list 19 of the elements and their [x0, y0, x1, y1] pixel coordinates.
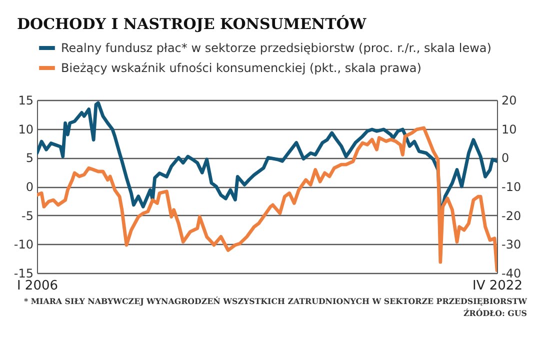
legend-label: Realny fundusz płac* w sektorze przedsiębiorstw (proc. r./r., skala lewa) [61, 41, 492, 55]
y-tick-label: -5 [22, 208, 34, 223]
x-tick-label: I 2006 [16, 278, 58, 294]
y2-tick-label: -10 [502, 180, 522, 194]
y2-tick-label: 0 [502, 151, 510, 166]
y-tick-label: -15 [14, 266, 34, 280]
legend-label: Bieżący wskaźnik ufności konsumenckiej (pkt., skala prawa) [61, 61, 422, 75]
y2-tick-label: 10 [502, 122, 517, 136]
y-tick-label: 15 [18, 94, 34, 108]
chart-title: DOCHODY I NASTROJE KONSUMENTÓW [17, 15, 368, 33]
y2-tick-label: -20 [502, 208, 522, 223]
y-tick-label: 0 [26, 180, 34, 194]
y2-tick-label: -40 [502, 266, 522, 280]
y-tick-label: 10 [18, 122, 34, 136]
x-tick-label: IV 2022 [472, 278, 522, 294]
y2-tick-label: 20 [502, 94, 517, 108]
y-tick-label: 5 [26, 151, 34, 166]
y-tick-label: -10 [14, 238, 34, 252]
y2-tick-label: -30 [502, 238, 522, 252]
